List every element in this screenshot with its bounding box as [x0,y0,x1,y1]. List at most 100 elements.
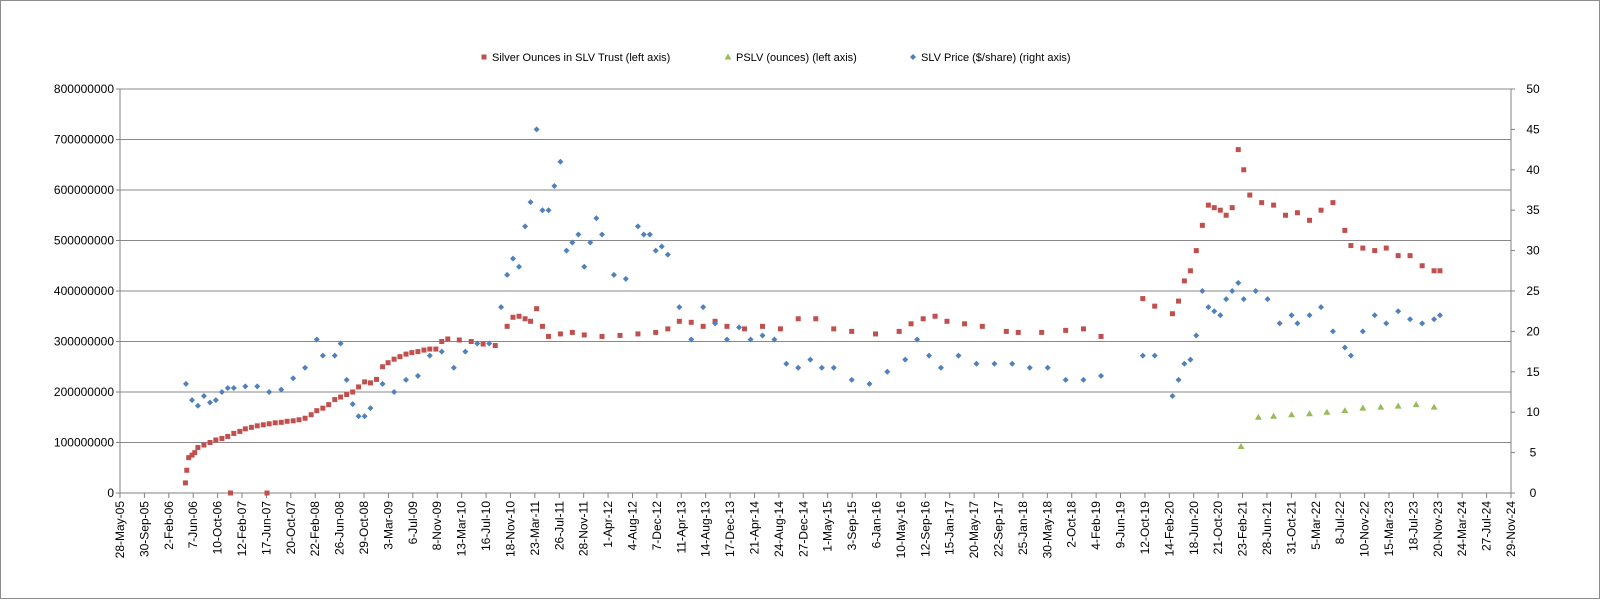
data-point [795,316,801,322]
data-point [581,332,587,338]
data-point [462,348,469,355]
data-point [551,182,558,189]
x-tick-label: 2-Feb-06 [162,501,176,550]
data-point [367,380,373,386]
x-tick-label: 1-May-15 [821,501,835,552]
data-point [944,318,950,324]
data-point [777,326,783,332]
data-point [831,326,837,332]
data-point [1283,212,1289,218]
data-point [284,418,290,424]
data-point [1217,207,1223,213]
data-point [1276,320,1283,327]
x-tick-label: 8-Nov-09 [430,501,444,551]
data-point [1205,304,1212,311]
data-point [1235,147,1241,153]
data-point [830,364,837,371]
data-point [1431,268,1437,274]
data-point [688,336,695,343]
legend-marker [724,53,732,60]
x-tick-label: 21-Apr-14 [747,501,761,555]
data-point [314,408,320,414]
x-tick-label: 24-Mar-24 [1455,501,1469,557]
data-point [1229,288,1236,294]
data-point [1330,200,1336,206]
data-point [192,450,198,456]
x-tick-label: 18-Jul-23 [1406,501,1420,551]
data-point [1342,227,1348,233]
right-tick-label: 30 [1526,244,1540,258]
x-tick-label: 18-Nov-10 [503,501,517,557]
right-tick-label: 5 [1530,446,1537,460]
series-1 [1237,401,1438,450]
data-point [266,421,272,427]
data-point [1288,312,1295,319]
left-axis-ticks: 0 100000000 200000000 300000000 400000000 500… [54,82,114,500]
data-point [818,364,825,371]
x-tick-label: 16-Jul-10 [479,501,493,551]
data-point [391,389,398,395]
data-point [771,336,778,343]
data-point [640,231,647,238]
data-point [539,323,545,329]
data-point [973,360,980,367]
data-point [1394,402,1402,409]
data-point [182,380,189,387]
left-tick-label: 100000000 [54,436,114,450]
data-point [337,340,344,347]
x-tick-label: 10-Oct-06 [211,501,225,555]
data-point [237,428,243,434]
data-point [902,356,909,363]
data-point [355,413,362,420]
data-point [1009,360,1016,367]
data-point [1015,329,1021,335]
legend-label: Silver Ounces in SLV Trust (left axis) [492,52,670,64]
data-point [1026,364,1033,371]
data-point [593,215,600,222]
data-point [664,251,671,258]
data-point [700,323,706,329]
x-tick-label: 25-Jan-18 [1016,501,1030,555]
data-point [599,231,606,238]
data-point [1140,296,1146,302]
data-point [445,336,451,342]
series-2 [182,126,1443,420]
data-point [278,419,284,425]
data-point [1359,404,1367,411]
data-point [1323,408,1331,415]
data-point [813,316,819,322]
x-tick-label: 10-May-16 [894,501,908,559]
data-point [534,306,540,312]
data-point [569,329,575,335]
data-point [1371,312,1378,319]
data-point [242,383,249,390]
left-tick-label: 400000000 [54,284,114,298]
data-point [492,343,498,349]
x-tick-label: 12-Oct-19 [1138,501,1152,555]
data-point [218,389,225,395]
data-point [313,336,320,343]
data-point [1431,316,1438,323]
x-tick-label: 12-Sep-16 [918,501,932,557]
data-point [575,231,582,238]
x-tick-label: 30-Sep-05 [137,501,151,557]
data-point [427,346,433,352]
data-point [266,389,273,395]
x-tick-label: 30-May-18 [1040,501,1054,559]
data-point [587,239,594,246]
data-point [1063,327,1069,333]
legend-label: SLV Price ($/share) (right axis) [921,52,1071,64]
data-point [308,412,314,418]
x-tick-label: 17-Jun-07 [259,501,273,555]
x-tick-label: 17-Dec-13 [723,501,737,557]
data-point [646,231,653,238]
x-tick-label: 31-Oct-21 [1284,501,1298,555]
data-point [1254,413,1262,420]
data-point [438,348,445,355]
data-point [296,417,302,423]
data-point [1347,352,1354,359]
data-point [456,337,462,343]
data-point [914,336,921,343]
data-point [866,380,873,387]
